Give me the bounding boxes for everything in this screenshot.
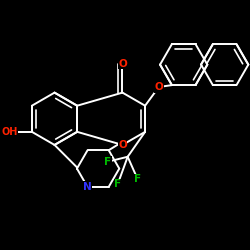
Text: F: F bbox=[114, 179, 121, 189]
Text: O: O bbox=[118, 59, 127, 69]
Text: F: F bbox=[104, 157, 111, 167]
Text: N: N bbox=[83, 182, 92, 192]
Text: O: O bbox=[118, 140, 127, 150]
Text: OH: OH bbox=[1, 127, 18, 137]
Text: F: F bbox=[134, 174, 141, 184]
Text: O: O bbox=[154, 82, 163, 92]
